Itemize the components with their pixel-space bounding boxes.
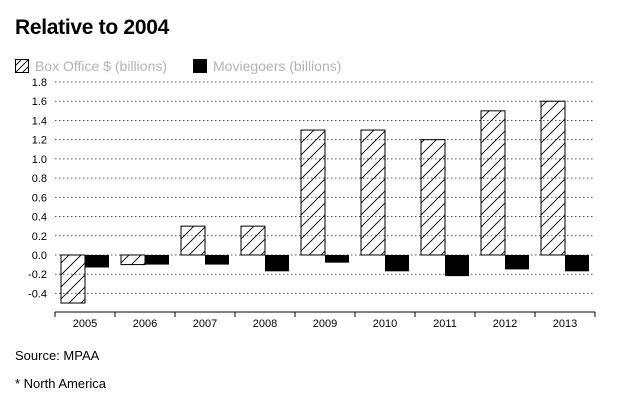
y-tick-label: 1.6 xyxy=(32,96,47,108)
box-office-bar-2008 xyxy=(240,225,266,256)
moviegoers-bar-2005 xyxy=(85,254,109,268)
legend-label-box-office: Box Office $ (billions) xyxy=(35,58,168,74)
legend-item-moviegoers: Moviegoers (billions) xyxy=(193,58,341,74)
y-tick-label: 0.8 xyxy=(32,173,47,185)
y-tick-label: 0.6 xyxy=(32,192,47,204)
source-note: Source: MPAA xyxy=(15,348,100,363)
box-office-bar-2011 xyxy=(420,139,446,256)
footnote: * North America xyxy=(15,376,107,391)
solid-swatch-icon xyxy=(193,59,208,73)
y-tick-label: 1.2 xyxy=(32,135,47,147)
chart-title: Relative to 2004 xyxy=(15,16,169,39)
moviegoers-bar-2010 xyxy=(385,254,409,272)
x-tick-label: 2008 xyxy=(253,318,277,330)
hatched-swatch-icon xyxy=(15,59,29,73)
moviegoers-bar-2008 xyxy=(265,254,289,272)
moviegoers-bar-2013 xyxy=(565,254,589,272)
y-tick-label: 0.2 xyxy=(32,231,47,243)
x-tick-label: 2013 xyxy=(553,318,577,330)
legend: Box Office $ (billions) Moviegoers (bill… xyxy=(15,58,367,74)
box-office-bar-2013 xyxy=(540,100,566,256)
legend-label-moviegoers: Moviegoers (billions) xyxy=(213,58,342,74)
y-tick-label: 1.4 xyxy=(32,115,47,127)
x-tick-label: 2005 xyxy=(73,318,97,330)
x-tick-label: 2007 xyxy=(193,318,217,330)
moviegoers-bar-2007 xyxy=(205,254,229,265)
y-tick-label: -0.4 xyxy=(28,288,47,300)
moviegoers-bar-2011 xyxy=(445,254,469,277)
legend-item-box-office: Box Office $ (billions) xyxy=(15,58,167,74)
box-office-bar-2012 xyxy=(480,110,506,256)
box-office-bar-2009 xyxy=(300,129,326,256)
y-tick-label: 1.8 xyxy=(32,77,47,89)
box-office-bar-2006 xyxy=(120,254,146,266)
y-tick-label: 1.0 xyxy=(32,154,47,166)
y-tick-label: 0.4 xyxy=(32,212,47,224)
y-tick-label: 0.0 xyxy=(32,250,47,262)
box-office-bar-2007 xyxy=(180,225,206,256)
box-office-bar-2010 xyxy=(360,129,386,256)
x-tick-label: 2011 xyxy=(433,318,457,330)
x-tick-label: 2009 xyxy=(313,318,337,330)
moviegoers-bar-2006 xyxy=(145,254,169,265)
box-office-bar-2005 xyxy=(60,254,86,304)
x-tick-label: 2012 xyxy=(493,318,517,330)
x-tick-label: 2006 xyxy=(133,318,157,330)
moviegoers-bar-2012 xyxy=(505,254,529,270)
x-tick-label: 2010 xyxy=(373,318,397,330)
y-tick-label: -0.2 xyxy=(28,269,47,281)
moviegoers-bar-2009 xyxy=(325,254,349,263)
